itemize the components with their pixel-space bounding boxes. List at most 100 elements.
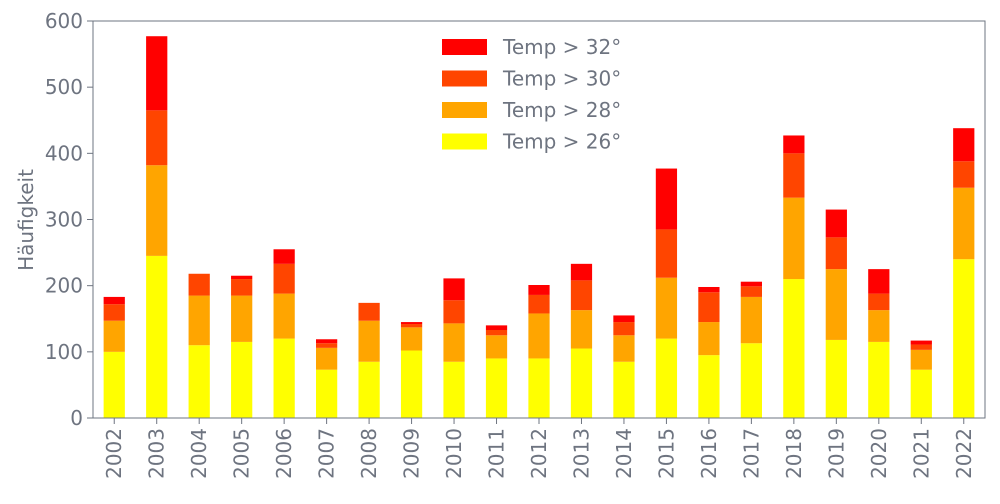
bar-segment-2019-series-1 [825,269,847,340]
x-tick-label-2012: 2012 [527,428,551,479]
bar-segment-2017-series-3 [740,281,762,287]
bar-segment-2021-series-3 [910,340,932,345]
bar-segment-2017-series-1 [740,296,762,344]
bar-segment-2020-series-0 [868,341,890,418]
bar-segment-2010-series-2 [443,300,465,324]
bar-segment-2013-series-0 [570,348,593,418]
y-axis-label: Häufigkeit [14,169,38,271]
x-tick-label-2005: 2005 [230,428,254,479]
bar-segment-2007-series-3 [316,339,338,344]
bar-segment-2017-series-0 [740,343,762,418]
x-tick-label-2010: 2010 [442,428,466,479]
bar-segment-2022-series-1 [953,187,975,260]
bar-segment-2020-series-3 [868,269,890,294]
legend-swatch-3 [442,133,487,150]
bar-segment-2003-series-2 [146,110,168,166]
y-tick-label-200: 200 [45,274,83,298]
x-tick-label-2011: 2011 [485,428,509,479]
x-tick-label-2007: 2007 [315,428,339,479]
bar-segment-2017-series-2 [740,286,762,297]
bar-segment-2022-series-3 [953,128,975,162]
bar-segment-2011-series-3 [485,325,508,330]
x-tick-label-2004: 2004 [187,428,211,479]
bar-segment-2022-series-0 [953,259,975,418]
x-tick-label-2017: 2017 [739,428,763,479]
x-tick-label-2016: 2016 [697,428,721,479]
bar-segment-2010-series-0 [443,361,465,418]
bar-segment-2021-series-2 [910,344,932,350]
bar-segment-2014-series-2 [613,322,635,336]
bar-segment-2015-series-2 [655,229,678,278]
bar-segment-2016-series-0 [698,355,720,418]
bar-segment-2021-series-0 [910,369,932,418]
bar-segment-2003-series-0 [146,255,168,418]
bar-segment-2004-series-0 [188,345,210,418]
bar-segment-2018-series-1 [783,197,805,280]
x-tick-label-2002: 2002 [102,428,126,479]
x-tick-label-2019: 2019 [824,428,848,479]
bar-segment-2013-series-2 [570,280,593,311]
legend-label-0: Temp > 32° [502,35,621,59]
bar-segment-2005-series-0 [231,341,253,418]
y-tick-label-500: 500 [45,75,83,99]
bar-segment-2008-series-1 [358,320,380,362]
bar-segment-2012-series-3 [528,285,550,295]
bar-segment-2012-series-0 [528,358,550,418]
x-tick-label-2022: 2022 [952,428,976,479]
bar-segment-2012-series-2 [528,294,550,314]
bar-segment-2009-series-0 [400,350,423,418]
bar-segment-2016-series-1 [698,322,720,356]
bar-segment-2008-series-0 [358,361,380,418]
bar-segment-2014-series-3 [613,315,635,323]
x-tick-label-2015: 2015 [654,428,678,479]
bar-segment-2002-series-3 [103,296,125,305]
bar-segment-2003-series-1 [146,165,168,256]
bar-segment-2013-series-1 [570,310,593,349]
bar-segment-2022-series-2 [953,161,975,188]
y-tick-label-100: 100 [45,340,83,364]
bar-segment-2010-series-1 [443,323,465,362]
bar-segment-2010-series-3 [443,278,465,301]
bar-segment-2008-series-2 [358,302,380,321]
bar-segment-2013-series-3 [570,263,593,281]
x-tick-label-2014: 2014 [612,428,636,479]
x-tick-label-2008: 2008 [357,428,381,479]
x-tick-label-2006: 2006 [272,428,296,479]
bar-segment-2007-series-1 [316,347,338,370]
bar-segment-2007-series-2 [316,343,338,348]
bar-segment-2002-series-2 [103,304,125,321]
bar-segment-2019-series-0 [825,339,847,418]
bar-segment-2019-series-2 [825,237,847,270]
x-tick-label-2009: 2009 [400,428,424,479]
y-tick-label-400: 400 [45,141,83,165]
bar-segment-2018-series-3 [783,135,805,154]
bar-segment-2015-series-3 [655,168,678,230]
legend-label-3: Temp > 26° [502,130,621,154]
bar-segment-2016-series-3 [698,286,720,293]
bar-segment-2016-series-2 [698,292,720,323]
bar-segment-2011-series-2 [485,330,508,336]
bar-segment-2014-series-0 [613,361,635,418]
x-tick-label-2013: 2013 [569,428,593,479]
bar-segment-2007-series-0 [316,369,338,418]
bar-segment-2018-series-2 [783,153,805,198]
bar-segment-2005-series-2 [231,279,253,296]
legend-swatch-2 [442,102,487,118]
bar-segment-2011-series-1 [485,335,508,359]
bar-segment-2005-series-3 [231,275,253,280]
bar-segment-2004-series-1 [188,295,210,346]
bar-segment-2002-series-0 [103,351,125,418]
legend-label-1: Temp > 30° [502,67,621,91]
y-tick-label-0: 0 [70,406,83,430]
bar-segment-2021-series-1 [910,349,932,370]
bar-segment-2006-series-2 [273,263,295,294]
y-tick-label-300: 300 [45,208,83,232]
bar-segment-2018-series-0 [783,279,805,418]
x-tick-label-2021: 2021 [909,428,933,479]
bar-segment-2020-series-1 [868,310,890,342]
legend-swatch-0 [442,39,487,55]
bar-segment-2009-series-3 [400,322,423,325]
bar-segment-2002-series-1 [103,320,125,352]
bar-segment-2019-series-3 [825,209,847,238]
